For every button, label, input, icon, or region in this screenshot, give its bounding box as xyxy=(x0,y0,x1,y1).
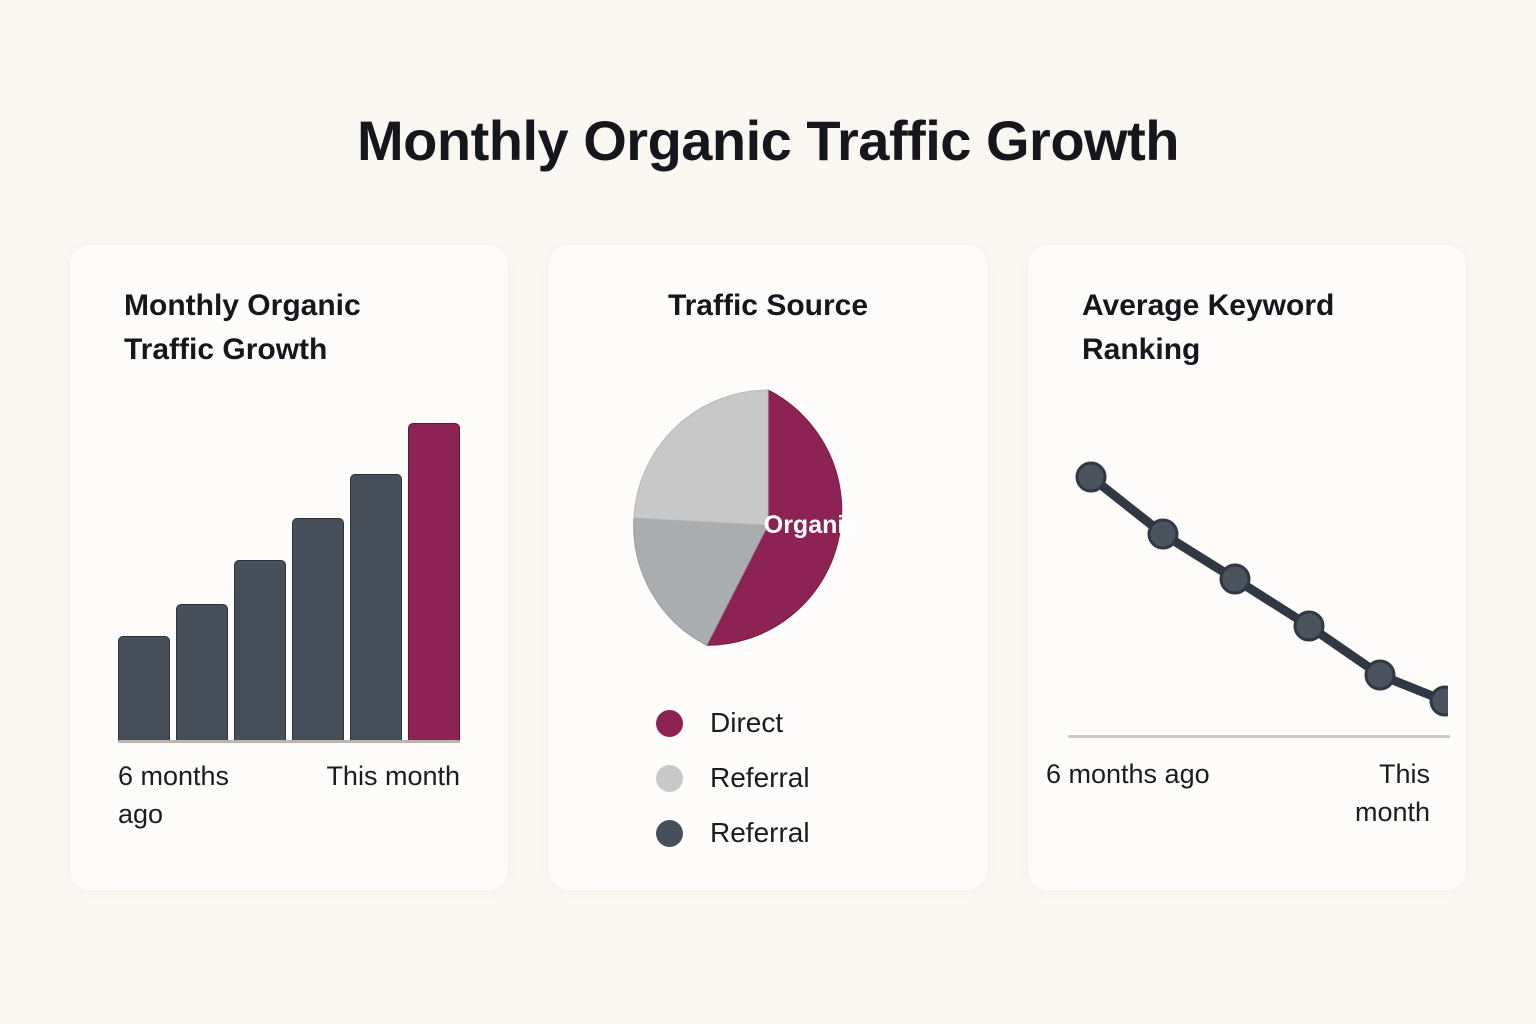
page-title: Monthly Organic Traffic Growth xyxy=(357,109,1179,172)
pie-slice-organic[interactable] xyxy=(705,389,843,646)
axis-label-start-line: 6 months ago xyxy=(1046,759,1210,789)
pie-chart-svg: Organic xyxy=(633,389,859,646)
line-point[interactable] xyxy=(1219,563,1251,595)
card-title-pie: Traffic Source xyxy=(667,289,869,322)
card-traffic-source[interactable]: Traffic Source Organic Direct Referral xyxy=(549,245,987,890)
bar-chart xyxy=(118,423,460,743)
pie-slice-label-organic: Organic xyxy=(764,511,859,539)
axis-label-end-line: This month xyxy=(1354,759,1430,828)
bar-chart-baseline xyxy=(118,740,460,743)
card-title-bar-line2: Traffic Growth xyxy=(124,333,328,367)
pie-slice-direct[interactable] xyxy=(633,517,769,646)
bar-item[interactable] xyxy=(118,636,170,741)
legend-label: Referral xyxy=(710,762,810,793)
line-point[interactable] xyxy=(1293,610,1325,642)
card-average-keyword-ranking[interactable]: Average Keyword Ranking 6 months ago Thi… xyxy=(1028,245,1466,890)
legend-item-referral-light[interactable]: Referral xyxy=(656,762,810,794)
legend-item-direct[interactable]: Direct xyxy=(656,707,810,739)
line-chart xyxy=(1046,415,1461,738)
line-point[interactable] xyxy=(1075,461,1107,493)
bar-item[interactable] xyxy=(350,473,402,741)
bar-series xyxy=(118,423,460,741)
bar-item[interactable] xyxy=(176,604,228,741)
axis-label-end-bar: This month xyxy=(326,761,460,791)
legend-label: Direct xyxy=(710,707,784,738)
card-title-line-line2: Ranking xyxy=(1082,333,1201,367)
legend-swatch-icon xyxy=(656,819,683,847)
bar-item[interactable] xyxy=(234,559,286,741)
line-chart-svg xyxy=(1075,461,1461,717)
legend-label: Referral xyxy=(710,817,810,848)
line-point[interactable] xyxy=(1364,659,1396,691)
axis-label-start-bar: 6 months ago xyxy=(118,761,230,830)
card-title-bar-line1: Monthly Organic xyxy=(124,289,361,322)
bar-item-highlight[interactable] xyxy=(408,423,460,741)
line-chart-baseline xyxy=(1068,735,1450,738)
line-chart-axis-labels: 6 months ago This month xyxy=(1046,755,1430,832)
cards-row: Monthly Organic Traffic Growth 6 months … xyxy=(70,245,1466,890)
card-title-bar: Monthly Organic Traffic Growth xyxy=(124,284,464,372)
pie-legend: Direct Referral Referral xyxy=(656,707,810,849)
legend-swatch-icon xyxy=(656,709,683,737)
pie-slice-referral[interactable] xyxy=(633,389,769,526)
bar-chart-axis-labels: 6 months ago This month xyxy=(118,757,460,834)
card-title-line: Average Keyword Ranking xyxy=(1082,284,1422,372)
card-monthly-organic-traffic-growth[interactable]: Monthly Organic Traffic Growth 6 months … xyxy=(70,245,508,890)
card-title-line-line1: Average Keyword xyxy=(1082,289,1335,322)
pie-chart: Organic xyxy=(549,385,987,675)
legend-item-referral-dark[interactable]: Referral xyxy=(656,817,810,849)
legend-swatch-icon xyxy=(656,764,683,792)
line-point[interactable] xyxy=(1147,518,1179,550)
line-point[interactable] xyxy=(1429,685,1461,717)
bar-item[interactable] xyxy=(292,518,344,741)
